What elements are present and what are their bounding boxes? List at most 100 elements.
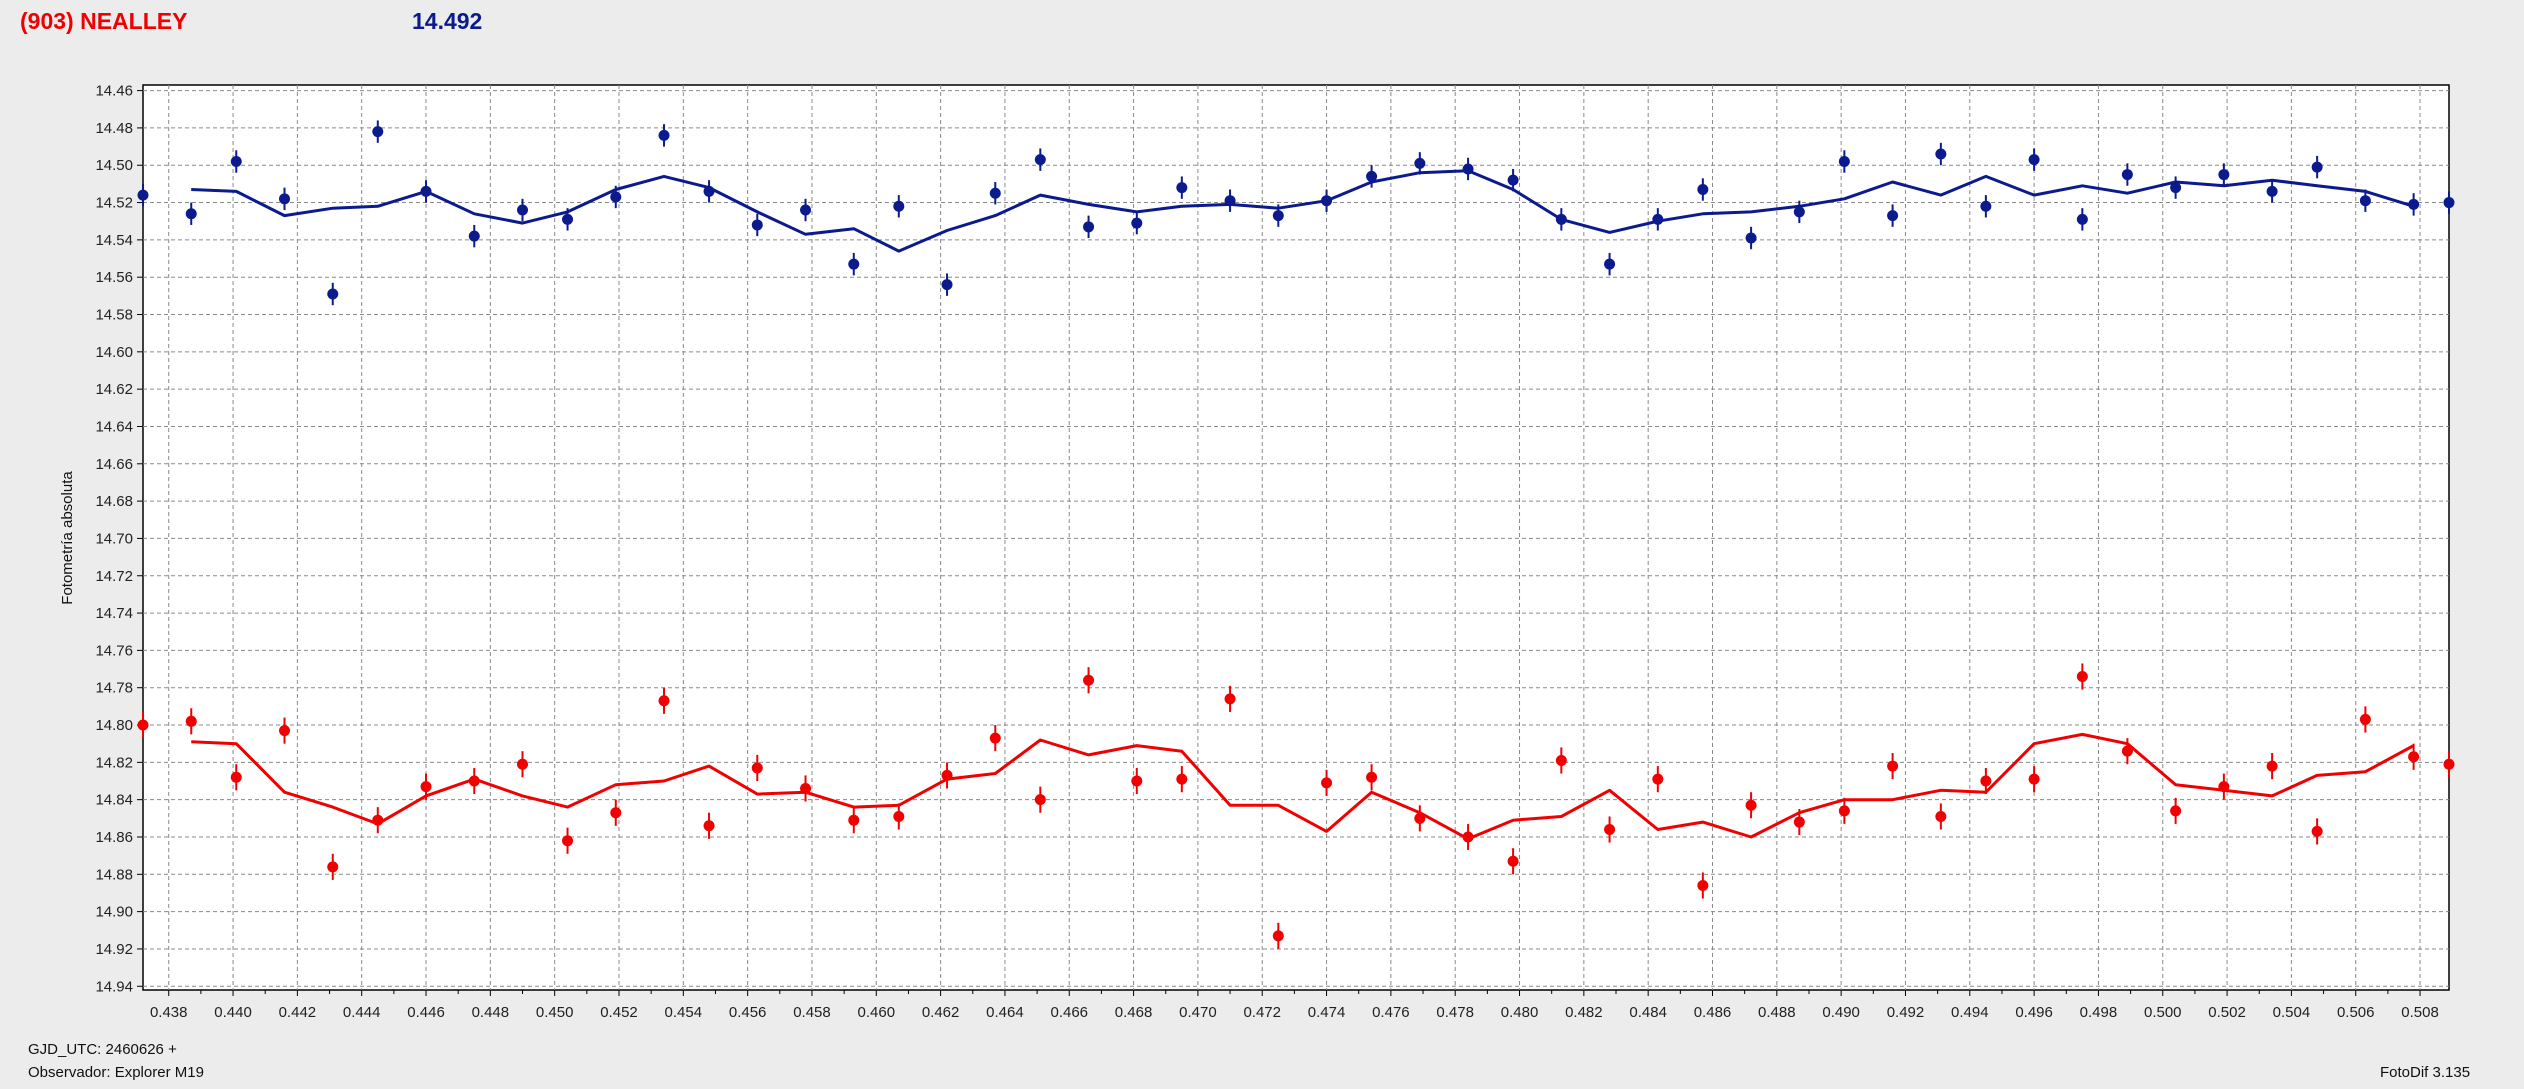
data-point-series-2 [2076, 671, 2088, 683]
y-tick-label: 14.82 [95, 754, 133, 771]
data-point-series-2 [1555, 754, 1567, 766]
data-point-series-2 [2443, 758, 2455, 770]
x-tick-label: 0.470 [1179, 1004, 1217, 1021]
data-point-series-1 [1224, 195, 1236, 207]
data-point-series-1 [517, 204, 529, 216]
data-point-series-2 [2359, 713, 2371, 725]
data-point-series-2 [517, 758, 529, 770]
data-point-series-2 [1034, 794, 1046, 806]
x-tick-label: 0.492 [1887, 1004, 1925, 1021]
data-point-series-2 [703, 820, 715, 832]
x-axis: 0.438 0.440 0.442 0.444 0.446 0.448 0.450 0.452… [150, 990, 2439, 1021]
data-point-series-1 [989, 187, 1001, 199]
data-point-series-2 [2218, 781, 2230, 793]
x-tick-label: 0.498 [2080, 1004, 2118, 1021]
data-point-series-2 [327, 861, 339, 873]
data-point-series-1 [1507, 174, 1519, 186]
y-tick-label: 14.60 [95, 344, 133, 361]
data-point-series-2 [1838, 805, 1850, 817]
data-point-series-2 [751, 762, 763, 774]
data-point-series-2 [1176, 773, 1188, 785]
x-tick-label: 0.478 [1436, 1004, 1474, 1021]
x-tick-label: 0.448 [472, 1004, 510, 1021]
x-tick-label: 0.472 [1243, 1004, 1281, 1021]
y-tick-label: 14.88 [95, 866, 133, 883]
data-point-series-1 [751, 219, 763, 231]
data-point-series-1 [2121, 169, 2133, 181]
data-point-series-1 [1935, 148, 1947, 160]
data-point-series-1 [1131, 217, 1143, 229]
x-tick-label: 0.468 [1115, 1004, 1153, 1021]
data-point-series-2 [1935, 810, 1947, 822]
data-point-series-1 [1555, 213, 1567, 225]
y-tick-label: 14.54 [95, 232, 133, 249]
object-name: (903) NEALLEY [20, 8, 188, 34]
data-point-series-2 [1462, 831, 1474, 843]
data-point-series-2 [800, 782, 812, 794]
data-point-series-1 [1272, 210, 1284, 222]
y-tick-label: 14.58 [95, 307, 133, 324]
data-point-series-1 [1980, 200, 1992, 212]
data-point-series-2 [1083, 674, 1095, 686]
data-point-series-1 [2028, 154, 2040, 166]
data-point-series-2 [1272, 930, 1284, 942]
data-point-series-2 [1507, 855, 1519, 867]
data-point-series-1 [1462, 163, 1474, 175]
y-tick-label: 14.70 [95, 530, 133, 547]
x-tick-label: 0.452 [600, 1004, 638, 1021]
fit-line-series-1 [191, 169, 2415, 253]
x-tick-label: 0.474 [1308, 1004, 1346, 1021]
data-point-series-2 [1131, 775, 1143, 787]
data-point-series-2 [372, 814, 384, 826]
data-point-series-2 [230, 771, 242, 783]
data-point-series-1 [1604, 258, 1616, 270]
data-point-series-2 [562, 835, 574, 847]
y-tick-label: 14.90 [95, 904, 133, 921]
data-point-series-2 [2311, 825, 2323, 837]
x-tick-label: 0.458 [793, 1004, 831, 1021]
data-point-series-2 [2408, 751, 2420, 763]
data-points [137, 120, 2455, 949]
grid [143, 85, 2449, 990]
data-point-series-1 [230, 156, 242, 168]
data-point-series-2 [941, 769, 953, 781]
data-point-series-1 [1838, 156, 1850, 168]
data-point-series-1 [2266, 185, 2278, 197]
x-tick-label: 0.506 [2337, 1004, 2375, 1021]
data-point-series-1 [1414, 157, 1426, 169]
y-tick-label: 14.62 [95, 381, 133, 398]
y-tick-label: 14.68 [95, 493, 133, 510]
data-point-series-1 [185, 208, 197, 220]
data-point-series-1 [848, 258, 860, 270]
y-axis-label: Fotometría absoluta [59, 471, 76, 605]
data-point-series-2 [1321, 777, 1333, 789]
x-tick-label: 0.460 [858, 1004, 896, 1021]
data-point-series-2 [1224, 693, 1236, 705]
data-point-series-1 [1176, 182, 1188, 194]
x-tick-label: 0.462 [922, 1004, 960, 1021]
data-point-series-1 [1366, 170, 1378, 182]
data-point-series-2 [848, 814, 860, 826]
data-point-series-1 [610, 191, 622, 203]
x-tick-label: 0.454 [665, 1004, 703, 1021]
data-point-series-1 [2443, 197, 2455, 209]
y-tick-label: 14.78 [95, 680, 133, 697]
x-tick-label: 0.446 [407, 1004, 445, 1021]
y-axis: 14.46 14.48 14.50 14.52 14.54 14.56 14.58 14.60… [95, 83, 143, 995]
x-tick-label: 0.450 [536, 1004, 574, 1021]
data-point-series-1 [1652, 213, 1664, 225]
data-point-series-2 [1604, 824, 1616, 836]
fit-lines [191, 169, 2415, 841]
x-tick-label: 0.480 [1501, 1004, 1539, 1021]
y-tick-label: 14.92 [95, 941, 133, 958]
data-point-series-2 [2028, 773, 2040, 785]
data-point-series-2 [2266, 760, 2278, 772]
data-point-series-1 [279, 193, 291, 205]
data-point-series-2 [610, 807, 622, 819]
data-point-series-1 [327, 288, 339, 300]
y-tick-label: 14.80 [95, 717, 133, 734]
x-tick-label: 0.488 [1758, 1004, 1796, 1021]
x-tick-label: 0.466 [1050, 1004, 1088, 1021]
data-point-series-1 [1034, 154, 1046, 166]
y-tick-label: 14.76 [95, 642, 133, 659]
